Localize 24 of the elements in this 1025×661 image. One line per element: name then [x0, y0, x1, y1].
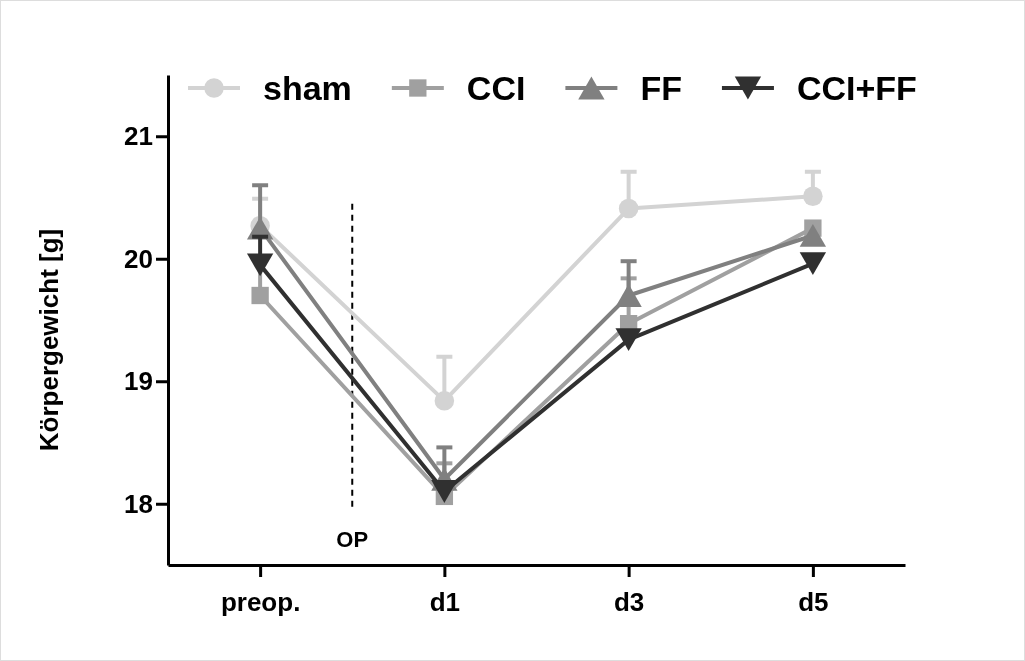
point: [618, 198, 639, 219]
y-tick-label: 20: [124, 243, 153, 274]
y-axis-title: Körpergewicht [g]: [34, 228, 64, 452]
point: [246, 253, 274, 277]
legend-label: sham: [263, 69, 352, 107]
point: [251, 286, 269, 305]
point: [434, 391, 455, 411]
annotation: OP: [336, 526, 369, 552]
legend-label: CCI: [466, 69, 526, 107]
legend-label: CCI+FF: [796, 69, 917, 107]
legend-label: FF: [640, 69, 682, 107]
y-tick-label: 19: [124, 366, 153, 397]
x-tick-label: d5: [798, 587, 829, 618]
point: [431, 480, 458, 503]
point: [803, 186, 823, 207]
point: [799, 252, 827, 276]
y-tick-label: 18: [124, 488, 153, 519]
point: [615, 328, 642, 351]
y-tick-label: 21: [124, 121, 153, 152]
x-tick-label: d3: [613, 587, 645, 618]
point: [615, 284, 642, 307]
x-tick-label: preop.: [220, 587, 301, 618]
x-tick-label: d1: [429, 587, 461, 618]
point: [799, 224, 827, 247]
